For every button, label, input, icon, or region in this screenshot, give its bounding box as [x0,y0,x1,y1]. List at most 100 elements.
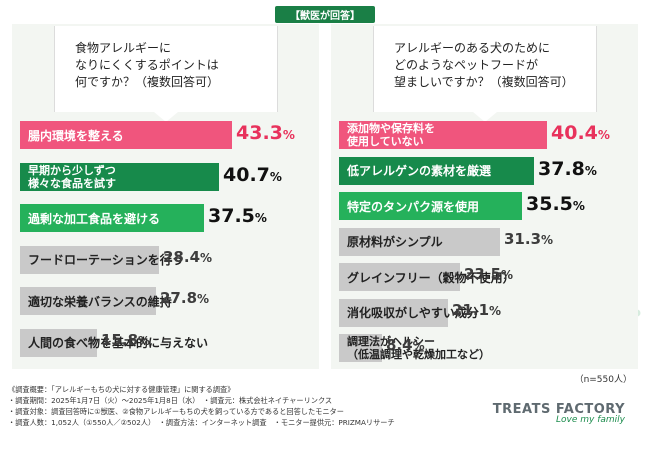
value-number: 31.3 [504,229,542,248]
bar-label: 過剰な加工食品を避ける [28,211,161,226]
bar-row: グレインフリー（穀物不使用） 23.5% [331,262,638,292]
value-unit: % [269,169,282,184]
value-label: 35.5% [526,193,585,215]
right-question-line: どのようなペットフードが [394,58,539,72]
bar-label: フードローテーションを行う [28,253,184,267]
left-question: 食物アレルギーに なりにくくするポイントは 何ですか？（複数回答可） [75,40,275,91]
left-question-line: 何ですか？（複数回答可） [75,75,220,89]
bar-row: 調理法がヘルシー （低温調理や乾燥加工など） 8.4% [331,333,638,363]
value-unit: % [282,128,295,142]
value-label: 40.7% [223,164,282,186]
value-number: 28.4 [163,247,201,266]
right-question: アレルギーのある犬のために どのようなペットフードが 望ましいですか？（複数回答… [394,40,594,91]
bar: 人間の食べ物を基本的に与えない [20,328,208,357]
bar-label: 原材料がシンプル [347,235,443,249]
bar-label: 様々な食品を試す [28,176,116,190]
value-number: 21.1 [452,300,490,319]
value-number: 37.5 [208,205,255,227]
footer-line: 《調査概要：「アレルギーもちの犬に対する健康管理」に関する調査》 [8,385,235,394]
bar-label: 調理法がヘルシー [347,335,435,348]
value-label: 27.8% [160,288,209,307]
value-unit: % [489,303,502,318]
value-label: 40.4% [551,122,610,144]
bar: グレインフリー（穀物不使用） [339,263,515,291]
bar-row: 原材料がシンプル 31.3% [331,227,638,257]
bar: 原材料がシンプル [339,227,500,256]
right-question-line: 望ましいですか？（複数回答可） [394,75,574,89]
bar-row: 早期から少しずつ 様々な食品を試す 40.7% [12,162,319,192]
footer-line: ・調査人数：1,052人（①550人／②502人） ・調査方法：インターネット調… [8,418,395,427]
bar: 過剰な加工食品を避ける [20,204,204,232]
brand-tagline: Love my family [556,415,625,425]
value-label: 23.5% [464,264,513,283]
bar-label: 腸内環境を整える [28,128,124,143]
value-label: 31.3% [504,229,553,248]
value-label: 43.3% [236,122,295,144]
value-number: 40.7 [223,163,270,186]
bar: 調理法がヘルシー （低温調理や乾燥加工など） [339,334,490,362]
value-unit: % [197,292,210,306]
bar: 消化吸収がしやすい成分 [339,298,479,327]
survey-footer: 《調査概要：「アレルギーもちの犬に対する健康管理」に関する調査》 ・調査期間：2… [8,384,478,428]
value-unit: % [541,232,554,247]
brand-logo: TREATS FACTORY Love my family [493,402,625,425]
bar-row: 添加物や保存料を 使用していない 40.4% [331,120,638,150]
right-question-box: アレルギーのある犬のために どのようなペットフードが 望ましいですか？（複数回答… [373,26,597,122]
value-number: 43.3 [236,122,283,144]
bar: フードローテーションを行う [20,245,184,274]
bar: 早期から少しずつ 様々な食品を試す [20,162,219,191]
bar: 腸内環境を整える [20,121,232,149]
value-unit: % [584,163,597,178]
footer-line: ・調査期間：2025年1月7日（火）～2025年1月8日（水） ・調査元：株式会… [8,396,333,405]
value-unit: % [501,268,514,282]
header-badge: 【獣医が回答】 [275,6,375,23]
value-unit: % [254,211,267,225]
value-label: 8.4% [386,335,425,354]
value-label: 21.1% [452,300,501,319]
value-unit: % [200,250,213,265]
bar-row: 適切な栄養バランスの維持 27.8% [12,286,319,316]
bar-row: 腸内環境を整える 43.3% [12,120,319,150]
value-unit: % [597,128,610,142]
bar-label: （低温調理や乾燥加工など） [347,348,490,361]
value-unit: % [572,199,585,213]
bar-label: 添加物や保存料を [347,122,435,135]
value-number: 23.5 [464,265,502,283]
bar-label: グレインフリー（穀物不使用） [347,270,515,285]
bar-label: 特定のタンパク源を使用 [347,199,480,214]
left-question-line: 食物アレルギーに [75,41,172,55]
bar-label: 人間の食べ物を基本的に与えない [28,336,209,350]
value-number: 8.4 [386,336,413,354]
bar-row: フードローテーションを行う 28.4% [12,245,319,275]
bar-row: 過剰な加工食品を避ける 37.5% [12,203,319,233]
value-label: 28.4% [163,247,212,266]
bar: 特定のタンパク源を使用 [339,192,522,220]
value-number: 35.5 [526,193,573,215]
value-number: 37.8 [538,157,585,180]
value-label: 37.5% [208,205,267,227]
value-number: 40.4 [551,122,598,144]
brand-name: TREATS FACTORY [492,402,625,417]
value-number: 27.8 [160,289,198,307]
bar-row: 特定のタンパク源を使用 35.5% [331,191,638,221]
bar: 適切な栄養バランスの維持 [20,287,172,315]
value-label: 15.8% [101,330,150,349]
value-unit: % [138,333,151,348]
bar-row: 消化吸収がしやすい成分 21.1% [331,298,638,328]
footer-line: ・調査対象：調査回答時に①獣医、②食物アレルギーもちの犬を飼っている方であると回… [8,407,344,416]
value-label: 37.8% [538,158,597,180]
left-question-box: 食物アレルギーに なりにくくするポイントは 何ですか？（複数回答可） [54,26,278,122]
bar: 添加物や保存料を 使用していない [339,121,547,149]
bar-label: 使用していない [347,135,424,148]
left-question-line: なりにくくするポイントは [75,58,219,72]
left-panel: 食物アレルギーに なりにくくするポイントは 何ですか？（複数回答可） 腸内環境を… [12,24,319,369]
bar-row: 人間の食べ物を基本的に与えない 15.8% [12,328,319,358]
bar-row: 低アレルゲンの素材を厳選 37.8% [331,156,638,186]
bar-label: 消化吸収がしやすい成分 [347,306,479,320]
right-question-line: アレルギーのある犬のために [394,41,551,55]
value-unit: % [412,339,425,353]
right-panel: アレルギーのある犬のために どのようなペットフードが 望ましいですか？（複数回答… [331,24,638,369]
bar-label: 低アレルゲンの素材を厳選 [347,164,492,178]
bar: 低アレルゲンの素材を厳選 [339,156,534,185]
bar-label: 早期から少しずつ [28,163,116,177]
